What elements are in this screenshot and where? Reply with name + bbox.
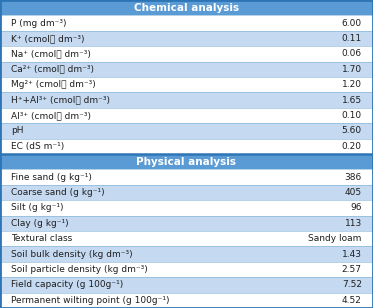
Bar bbox=[0, 15, 373, 31]
Text: 4.52: 4.52 bbox=[342, 296, 362, 305]
Text: 5.60: 5.60 bbox=[342, 126, 362, 136]
Text: pH: pH bbox=[11, 126, 24, 136]
Text: EC (dS m⁻¹): EC (dS m⁻¹) bbox=[11, 142, 65, 151]
Text: Ca²⁺ (cmolⲟ dm⁻³): Ca²⁺ (cmolⲟ dm⁻³) bbox=[11, 65, 94, 74]
Text: Chemical analysis: Chemical analysis bbox=[134, 3, 239, 13]
Bar bbox=[0, 277, 373, 293]
Text: Fine sand (g kg⁻¹): Fine sand (g kg⁻¹) bbox=[11, 172, 92, 182]
Text: 405: 405 bbox=[345, 188, 362, 197]
Text: Permanent wilting point (g 100g⁻¹): Permanent wilting point (g 100g⁻¹) bbox=[11, 296, 170, 305]
Text: Soil bulk density (kg dm⁻³): Soil bulk density (kg dm⁻³) bbox=[11, 249, 133, 259]
Text: 0.11: 0.11 bbox=[342, 34, 362, 43]
Text: Field capacity (g 100g⁻¹): Field capacity (g 100g⁻¹) bbox=[11, 280, 123, 290]
Bar bbox=[0, 31, 373, 46]
Bar bbox=[0, 0, 373, 15]
Text: Silt (g kg⁻¹): Silt (g kg⁻¹) bbox=[11, 203, 64, 213]
Bar bbox=[0, 46, 373, 62]
Text: P (mg dm⁻³): P (mg dm⁻³) bbox=[11, 18, 67, 28]
Text: Na⁺ (cmolⲟ dm⁻³): Na⁺ (cmolⲟ dm⁻³) bbox=[11, 49, 91, 59]
Bar bbox=[0, 293, 373, 308]
Text: 386: 386 bbox=[345, 172, 362, 182]
Bar bbox=[0, 231, 373, 246]
Text: 1.20: 1.20 bbox=[342, 80, 362, 89]
Bar bbox=[0, 262, 373, 277]
Bar bbox=[0, 154, 373, 169]
Text: Soil particle density (kg dm⁻³): Soil particle density (kg dm⁻³) bbox=[11, 265, 148, 274]
Text: 113: 113 bbox=[345, 219, 362, 228]
Bar bbox=[0, 169, 373, 185]
Bar bbox=[0, 108, 373, 123]
Text: 0.06: 0.06 bbox=[342, 49, 362, 59]
Bar bbox=[0, 246, 373, 262]
Bar bbox=[0, 200, 373, 216]
Text: 6.00: 6.00 bbox=[342, 18, 362, 28]
Text: 0.10: 0.10 bbox=[342, 111, 362, 120]
Text: Mg²⁺ (cmolⲟ dm⁻³): Mg²⁺ (cmolⲟ dm⁻³) bbox=[11, 80, 96, 89]
Text: 0.20: 0.20 bbox=[342, 142, 362, 151]
Text: Textural class: Textural class bbox=[11, 234, 72, 243]
Text: 7.52: 7.52 bbox=[342, 280, 362, 290]
Text: K⁺ (cmolⲟ dm⁻³): K⁺ (cmolⲟ dm⁻³) bbox=[11, 34, 85, 43]
Text: Physical analysis: Physical analysis bbox=[137, 157, 236, 167]
Bar bbox=[0, 77, 373, 92]
Text: Clay (g kg⁻¹): Clay (g kg⁻¹) bbox=[11, 219, 69, 228]
Bar bbox=[0, 216, 373, 231]
Text: 2.57: 2.57 bbox=[342, 265, 362, 274]
Text: Coarse sand (g kg⁻¹): Coarse sand (g kg⁻¹) bbox=[11, 188, 105, 197]
Text: Sandy loam: Sandy loam bbox=[308, 234, 362, 243]
Text: Al³⁺ (cmolⲟ dm⁻³): Al³⁺ (cmolⲟ dm⁻³) bbox=[11, 111, 91, 120]
Bar bbox=[0, 92, 373, 108]
Bar bbox=[0, 139, 373, 154]
Text: 1.70: 1.70 bbox=[342, 65, 362, 74]
Text: 96: 96 bbox=[350, 203, 362, 213]
Text: 1.43: 1.43 bbox=[342, 249, 362, 259]
Bar bbox=[0, 123, 373, 139]
Text: H⁺+Al³⁺ (cmolⲟ dm⁻³): H⁺+Al³⁺ (cmolⲟ dm⁻³) bbox=[11, 95, 110, 105]
Bar bbox=[0, 185, 373, 200]
Text: 1.65: 1.65 bbox=[342, 95, 362, 105]
Bar bbox=[0, 62, 373, 77]
